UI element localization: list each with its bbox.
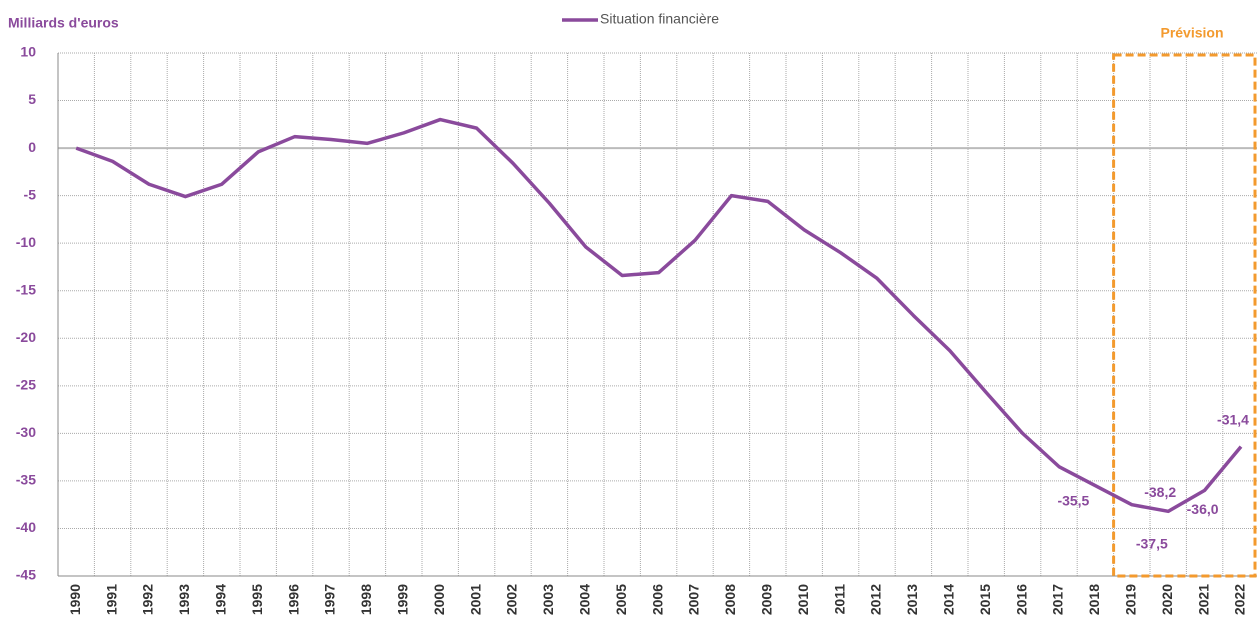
x-tick-label: 2021 bbox=[1195, 584, 1211, 615]
y-tick-label: 0 bbox=[28, 139, 36, 155]
x-tick-label: 1995 bbox=[249, 584, 265, 615]
forecast-box bbox=[1112, 53, 1257, 578]
x-tick-label: 2008 bbox=[722, 584, 738, 615]
y-tick-label: -5 bbox=[24, 186, 37, 202]
x-tick-label: 2018 bbox=[1086, 584, 1102, 615]
x-tick-label: 1996 bbox=[285, 584, 301, 615]
y-tick-label: -15 bbox=[16, 281, 36, 297]
data-label: -35,5 bbox=[1057, 492, 1089, 508]
x-tick-label: 1997 bbox=[322, 584, 338, 615]
data-label: -38,2 bbox=[1144, 484, 1176, 500]
x-tick-label: 2010 bbox=[795, 584, 811, 615]
x-tick-label: 2014 bbox=[941, 584, 957, 615]
legend-label: Situation financière bbox=[600, 11, 719, 27]
x-tick-label: 1999 bbox=[395, 584, 411, 615]
x-tick-label: 2013 bbox=[904, 584, 920, 615]
data-label: -36,0 bbox=[1187, 501, 1219, 517]
x-tick-label: 2001 bbox=[467, 584, 483, 615]
x-tick-label: 1992 bbox=[140, 584, 156, 615]
y-tick-label: -30 bbox=[16, 424, 36, 440]
x-tick-label: 2004 bbox=[577, 584, 593, 615]
y-tick-label: -10 bbox=[16, 234, 36, 250]
data-label: -37,5 bbox=[1136, 535, 1168, 551]
annotation: Prévision bbox=[1160, 25, 1223, 41]
x-tick-label: 2009 bbox=[759, 584, 775, 615]
data-label: -31,4 bbox=[1217, 411, 1249, 427]
x-tick-label: 2017 bbox=[1050, 584, 1066, 615]
x-tick-label: 2020 bbox=[1159, 584, 1175, 615]
x-tick-label: 2007 bbox=[686, 584, 702, 615]
y-axis-title: Milliards d'euros bbox=[8, 15, 119, 31]
x-tick-label: 1991 bbox=[103, 584, 119, 615]
x-tick-label: 2005 bbox=[613, 584, 629, 615]
x-tick-label: 1994 bbox=[213, 584, 229, 615]
x-tick-label: 2011 bbox=[831, 584, 847, 615]
x-tick-label: 2003 bbox=[540, 584, 556, 615]
y-tick-label: -25 bbox=[16, 377, 36, 393]
x-tick-label: 2002 bbox=[504, 584, 520, 615]
x-tick-label: 1993 bbox=[176, 584, 192, 615]
x-tick-label: 2006 bbox=[649, 584, 665, 615]
x-tick-label: 2016 bbox=[1013, 584, 1029, 615]
y-tick-label: -20 bbox=[16, 329, 36, 345]
y-tick-label: -35 bbox=[16, 472, 36, 488]
x-tick-label: 2015 bbox=[977, 584, 993, 615]
x-tick-label: 1990 bbox=[67, 584, 83, 615]
x-tick-label: 2022 bbox=[1232, 584, 1248, 615]
y-tick-label: -40 bbox=[16, 519, 36, 535]
x-tick-label: 2012 bbox=[868, 584, 884, 615]
y-tick-label: 5 bbox=[28, 91, 36, 107]
data-line bbox=[75, 117, 1243, 514]
x-tick-label: 2000 bbox=[431, 584, 447, 615]
y-tick-label: -45 bbox=[16, 567, 36, 583]
x-tick-label: 2019 bbox=[1123, 584, 1139, 615]
y-tick-label: 10 bbox=[20, 44, 36, 60]
x-tick-label: 1998 bbox=[358, 584, 374, 615]
